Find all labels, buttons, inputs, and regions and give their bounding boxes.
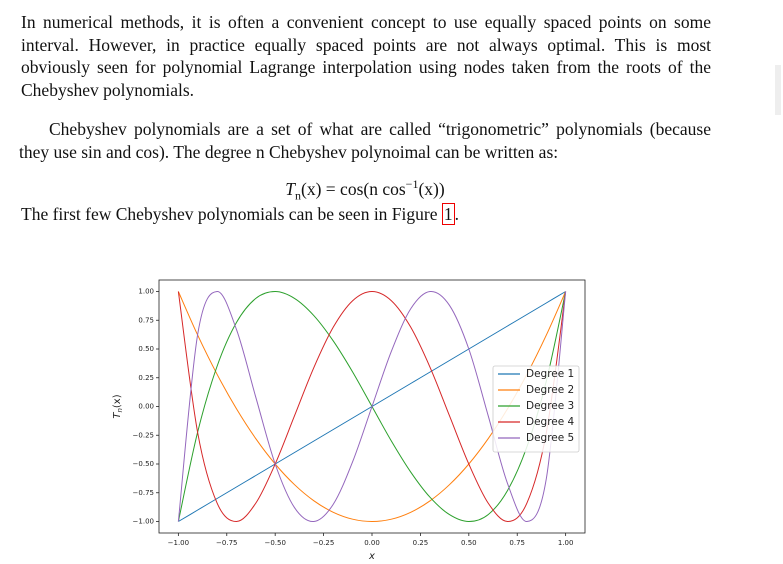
x-tick-label: −0.50 xyxy=(264,539,285,547)
formula-part: T xyxy=(285,178,296,199)
paragraph: In numerical methods, it is often a conv… xyxy=(21,12,711,100)
x-tick-label: 0.75 xyxy=(509,539,525,547)
y-tick-label: −0.75 xyxy=(133,489,154,497)
x-tick-label: 0.25 xyxy=(413,539,429,547)
scrollbar[interactable] xyxy=(775,65,781,115)
series-line xyxy=(177,290,567,523)
sentence: The first few Chebyshev polynomials can … xyxy=(21,204,438,224)
x-tick-label: 1.00 xyxy=(558,539,574,547)
y-tick-label: 0.25 xyxy=(138,374,154,382)
x-tick-label: −0.75 xyxy=(216,539,237,547)
x-tick-label: 0.50 xyxy=(461,539,477,547)
y-tick-label: 0.75 xyxy=(138,316,154,324)
y-tick-label: −0.25 xyxy=(133,431,154,439)
figure-ref[interactable]: 1 xyxy=(441,203,455,225)
y-axis-label: Tn(x) xyxy=(112,394,124,418)
y-tick-label: 1.00 xyxy=(138,288,154,296)
formula-part: (x)) xyxy=(418,178,445,199)
formula: Tn(x) = cos(n cos−1(x)) xyxy=(0,173,730,207)
legend-label: Degree 1 xyxy=(526,368,574,380)
series-line xyxy=(177,290,567,523)
y-tick-label: 0.50 xyxy=(138,345,154,353)
y-tick-label: 0.00 xyxy=(138,403,154,411)
y-axis-label-part: n xyxy=(116,408,124,412)
formula-part: n xyxy=(295,188,302,203)
paragraph: Chebyshev polynomials are a set of what … xyxy=(19,119,711,162)
legend-label: Degree 3 xyxy=(526,400,574,412)
y-tick-label: −1.00 xyxy=(133,518,154,526)
x-axis-label: x xyxy=(368,551,375,562)
x-tick-label: −0.25 xyxy=(313,539,334,547)
y-tick-label: −0.50 xyxy=(133,460,154,468)
legend-label: Degree 4 xyxy=(526,416,575,428)
legend-frame xyxy=(492,365,580,453)
legend-label: Degree 2 xyxy=(526,384,574,396)
sentence-end: . xyxy=(454,204,459,224)
x-tick-label: 0.00 xyxy=(364,539,380,547)
y-axis-label-part: T xyxy=(112,412,123,419)
legend-label: Degree 5 xyxy=(526,432,574,444)
x-tick-label: −1.00 xyxy=(168,539,189,547)
formula-part: −1 xyxy=(405,177,419,191)
y-axis-label-part: (x) xyxy=(112,394,123,408)
paragraph: The first few Chebyshev polynomials can … xyxy=(21,203,711,226)
formula-part: (x) = cos(n cos xyxy=(301,178,406,199)
